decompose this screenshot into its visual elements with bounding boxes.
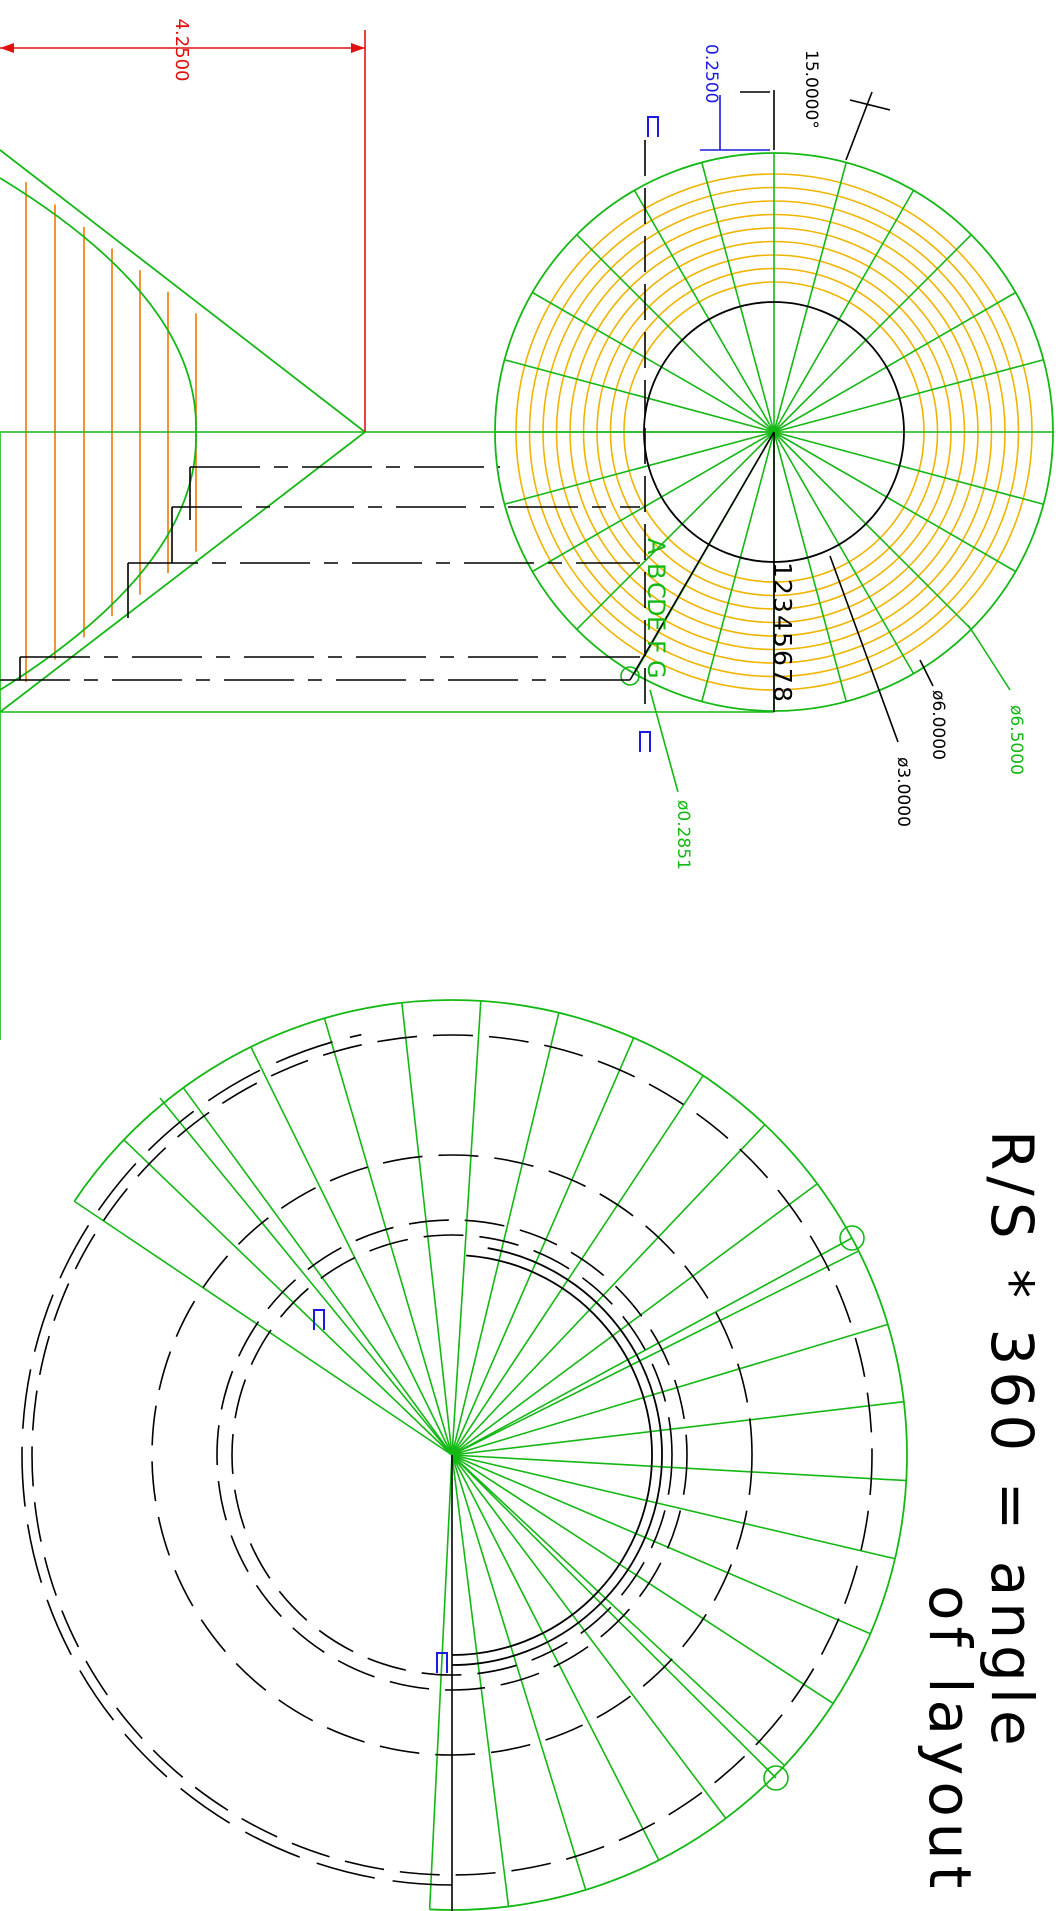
label-D: D xyxy=(642,598,670,616)
fan-edge-line xyxy=(159,1097,453,1456)
fan-radial-line xyxy=(451,1037,635,1456)
fan-radial-line xyxy=(451,1250,860,1456)
radial-line xyxy=(773,359,1044,433)
dimensions xyxy=(0,30,1011,1673)
radial-line xyxy=(773,234,972,433)
dim-angle-arc xyxy=(845,91,873,161)
label-8: 8 xyxy=(768,686,797,702)
dim-angle-leader xyxy=(849,99,891,111)
label-C: C xyxy=(642,582,670,599)
radial-line xyxy=(531,291,775,433)
fan-radial-line xyxy=(451,1454,587,1891)
section-mark-icon xyxy=(436,1652,448,1673)
radial-line xyxy=(531,431,775,573)
profile-curve xyxy=(0,177,197,691)
dim-outer-leader xyxy=(977,639,1011,691)
fan-radial-line xyxy=(451,1454,660,1861)
label-2: 2 xyxy=(768,579,797,595)
fan-radial-line xyxy=(451,1183,818,1456)
fan-radial-line xyxy=(182,1087,453,1456)
radial-line xyxy=(773,431,915,675)
fan-inner-arc-2 xyxy=(452,1254,653,1656)
radial-line xyxy=(701,431,775,702)
fan-radial-line xyxy=(451,1454,871,1635)
section-mark-icon xyxy=(639,731,651,752)
fan-radial-line xyxy=(451,1454,896,1560)
radial-line xyxy=(773,431,1044,505)
radial-line xyxy=(773,189,915,433)
fan-inner-arc-1 xyxy=(452,1247,663,1666)
geometry-lines xyxy=(0,149,1054,1911)
radial-line xyxy=(576,234,775,433)
fan-radial-line xyxy=(428,1454,453,1910)
fan-radial-line xyxy=(451,1454,786,1767)
dim-hole-leader xyxy=(649,689,679,793)
label-G: G xyxy=(642,660,670,679)
fan-radial-line xyxy=(451,1124,766,1456)
fan-radial-line xyxy=(323,1018,453,1456)
radial-line xyxy=(504,431,775,505)
fan-radial-line xyxy=(451,1075,704,1456)
projection-ray xyxy=(629,431,775,681)
formula-line-2: of layout xyxy=(916,1585,984,1894)
dim-angle-step: 15.0000° xyxy=(801,50,821,129)
fan-hole-line-1 xyxy=(451,1237,853,1456)
label-1: 1 xyxy=(768,562,797,578)
fan-radial-line xyxy=(250,1046,453,1456)
dim-outer-tip xyxy=(967,624,979,641)
formula-line-1: R/S * 360 = angle xyxy=(978,1130,1046,1752)
dim-dia-hole: ø0.2851 xyxy=(673,800,693,870)
fan-radial-line xyxy=(451,1012,560,1456)
fan-hole-line-2 xyxy=(451,1454,777,1779)
fan-outer-dashed-arc xyxy=(21,1033,453,1886)
fan-radial-line xyxy=(401,1002,453,1456)
dim-thickness: 0.2500 xyxy=(701,44,721,103)
radial-line xyxy=(576,431,775,630)
dim-dia-mid: ø6.0000 xyxy=(928,690,948,760)
label-A: A xyxy=(642,538,670,555)
dim-dia-inner: ø3.0000 xyxy=(893,757,913,827)
fan-radial-line xyxy=(451,1454,907,1482)
section-mark-icon xyxy=(647,116,659,137)
radial-line xyxy=(773,431,847,702)
fan-radial-line xyxy=(451,1454,510,1907)
fan-radial-line xyxy=(73,1200,453,1456)
fan-hole-circle-1 xyxy=(839,1225,865,1251)
radial-line xyxy=(701,162,775,433)
label-4: 4 xyxy=(768,615,797,631)
radial-line xyxy=(773,162,847,433)
fan-radial-line xyxy=(451,1323,889,1456)
fan-outer-arc xyxy=(73,999,908,1911)
fan-radial-line xyxy=(451,1400,904,1456)
dim-dia-outer: ø6.5000 xyxy=(1006,705,1026,775)
fan-radial-line xyxy=(451,1454,834,1705)
fan-dashed-circle xyxy=(31,1034,873,1876)
fan-radial-line xyxy=(451,1454,727,1819)
label-7: 7 xyxy=(768,668,797,684)
radial-line xyxy=(504,359,775,433)
dim-overall-width: 4.2500 xyxy=(171,19,192,82)
dim-width-arrow-right xyxy=(351,43,365,53)
hole-circle xyxy=(620,666,640,686)
label-3: 3 xyxy=(768,597,797,613)
label-6: 6 xyxy=(768,650,797,666)
label-B: B xyxy=(642,563,670,579)
radial-line xyxy=(773,431,972,630)
projection-linework xyxy=(0,140,905,1911)
label-E: E xyxy=(642,616,670,631)
dim-inner-leader xyxy=(829,555,899,743)
label-F: F xyxy=(642,640,670,654)
radial-line xyxy=(773,431,1017,573)
fan-hole-circle-2 xyxy=(763,1765,789,1791)
fan-radial-line xyxy=(451,1000,482,1456)
radial-line xyxy=(773,291,1017,433)
dim-mid-leader xyxy=(919,659,934,687)
radial-line xyxy=(633,189,775,433)
dim-width-arrow-left xyxy=(0,43,14,53)
section-mark-icon xyxy=(313,1309,325,1330)
fan-radial-line xyxy=(123,1139,453,1456)
label-5: 5 xyxy=(768,632,797,648)
